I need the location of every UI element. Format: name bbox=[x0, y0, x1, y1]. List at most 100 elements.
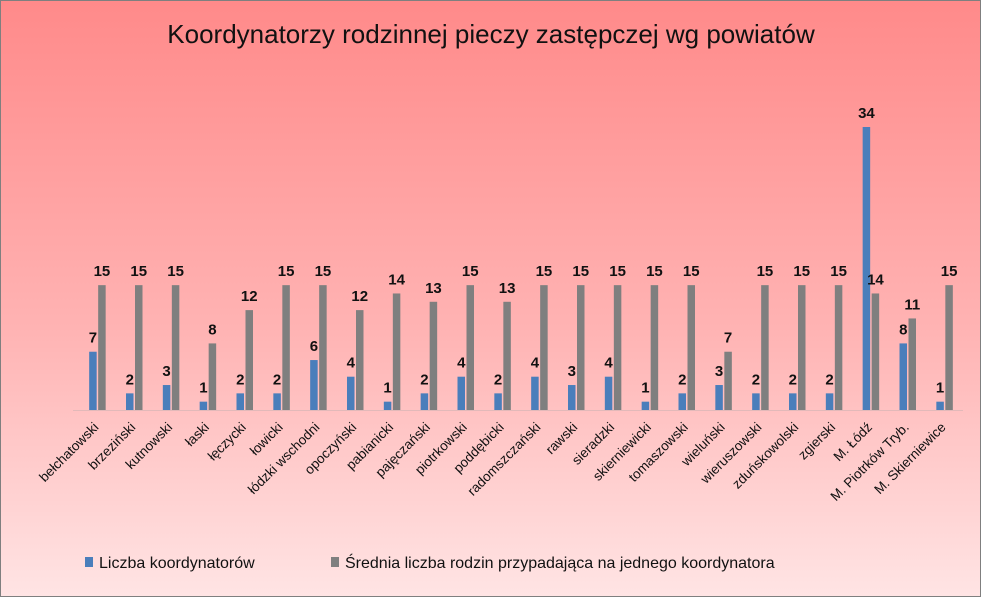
bar-coordinators bbox=[862, 127, 871, 410]
data-label-coordinators: 4 bbox=[604, 355, 613, 372]
category-label: łęczycki bbox=[205, 420, 249, 464]
bar-coordinators bbox=[641, 401, 650, 410]
data-label-families: 15 bbox=[609, 263, 626, 280]
category-label: łaski bbox=[182, 420, 212, 450]
bar-coordinators bbox=[273, 393, 281, 410]
bar-coordinators bbox=[383, 401, 392, 410]
data-label-coordinators: 1 bbox=[936, 380, 944, 397]
bar-families bbox=[356, 310, 364, 410]
bar-families bbox=[392, 293, 401, 410]
data-label-families: 13 bbox=[499, 280, 516, 297]
legend-label-families: Średnia liczba rodzin przypadająca na je… bbox=[345, 553, 775, 572]
data-label-coordinators: 2 bbox=[752, 371, 760, 388]
data-label-coordinators: 2 bbox=[273, 371, 281, 388]
bar-families bbox=[245, 310, 253, 410]
legend: Liczba koordynatorów Średnia liczba rodzi… bbox=[85, 553, 775, 572]
legend-label-coordinators: Liczba koordynatorów bbox=[99, 555, 255, 572]
bar-coordinators bbox=[420, 393, 429, 410]
data-label-coordinators: 4 bbox=[531, 355, 540, 372]
data-label-families: 14 bbox=[867, 271, 884, 288]
data-label-coordinators: 3 bbox=[715, 363, 723, 380]
bar-families bbox=[319, 285, 327, 410]
bar-coordinators bbox=[789, 393, 797, 410]
bar-families bbox=[171, 285, 180, 410]
bar-coordinators bbox=[568, 385, 576, 410]
data-label-families: 15 bbox=[167, 263, 184, 280]
bar-coordinators bbox=[126, 393, 134, 410]
data-label-families: 11 bbox=[904, 296, 920, 313]
bar-families bbox=[724, 351, 732, 410]
bar-families bbox=[945, 285, 953, 410]
bar-families bbox=[503, 301, 511, 410]
bar-families bbox=[798, 285, 806, 410]
bar-families bbox=[834, 285, 843, 410]
bar-families bbox=[135, 285, 143, 410]
bar-families bbox=[429, 301, 438, 410]
data-label-coordinators: 7 bbox=[89, 330, 97, 347]
data-label-coordinators: 1 bbox=[641, 380, 649, 397]
data-label-families: 12 bbox=[241, 288, 258, 305]
data-label-coordinators: 2 bbox=[236, 371, 244, 388]
bar-coordinators bbox=[715, 385, 723, 410]
legend-swatch-coordinators bbox=[85, 557, 93, 567]
plot-area: 715bełchatowski215brzeziński315kutnowski… bbox=[36, 105, 963, 504]
data-label-families: 15 bbox=[646, 263, 663, 280]
data-label-coordinators: 4 bbox=[457, 355, 466, 372]
data-label-coordinators: 8 bbox=[899, 321, 907, 338]
data-label-families: 15 bbox=[462, 263, 479, 280]
bar-coordinators bbox=[457, 376, 465, 410]
bar-coordinators bbox=[825, 393, 834, 410]
data-label-families: 15 bbox=[278, 263, 295, 280]
bar-coordinators bbox=[604, 376, 613, 410]
data-label-families: 15 bbox=[757, 263, 774, 280]
data-label-families: 7 bbox=[724, 330, 732, 347]
data-label-families: 15 bbox=[941, 263, 958, 280]
data-label-families: 8 bbox=[208, 321, 216, 338]
data-label-families: 15 bbox=[315, 263, 332, 280]
data-label-coordinators: 34 bbox=[858, 105, 875, 122]
legend-swatch-families bbox=[331, 557, 339, 567]
data-label-coordinators: 4 bbox=[347, 355, 356, 372]
bar-families bbox=[650, 285, 659, 410]
category-label: zduńskowolski bbox=[729, 420, 801, 492]
bar-families bbox=[871, 293, 880, 410]
bar-coordinators bbox=[347, 376, 355, 410]
data-label-coordinators: 1 bbox=[199, 380, 207, 397]
bar-coordinators bbox=[678, 393, 686, 410]
bar-coordinators bbox=[89, 351, 97, 410]
data-label-coordinators: 2 bbox=[126, 371, 134, 388]
bar-coordinators bbox=[199, 401, 208, 410]
data-label-coordinators: 1 bbox=[383, 380, 391, 397]
data-label-families: 15 bbox=[683, 263, 700, 280]
bar-families bbox=[208, 343, 217, 410]
bar-families bbox=[98, 285, 106, 410]
data-label-families: 15 bbox=[130, 263, 147, 280]
data-label-coordinators: 2 bbox=[420, 371, 428, 388]
data-label-coordinators: 3 bbox=[568, 363, 576, 380]
data-label-coordinators: 2 bbox=[789, 371, 797, 388]
data-label-coordinators: 2 bbox=[825, 371, 833, 388]
data-label-families: 15 bbox=[830, 263, 847, 280]
data-label-families: 15 bbox=[572, 263, 589, 280]
bar-coordinators bbox=[162, 385, 171, 410]
bar-families bbox=[613, 285, 622, 410]
bar-families bbox=[908, 318, 916, 410]
chart-title: Koordynatorzy rodzinnej pieczy zastępcze… bbox=[167, 19, 815, 49]
bar-coordinators bbox=[531, 376, 539, 410]
bar-coordinators bbox=[310, 360, 318, 410]
data-label-families: 15 bbox=[536, 263, 553, 280]
bar-coordinators bbox=[936, 401, 944, 410]
data-label-families: 15 bbox=[94, 263, 111, 280]
data-label-families: 13 bbox=[425, 280, 442, 297]
bar-coordinators bbox=[236, 393, 244, 410]
bar-families bbox=[282, 285, 290, 410]
bar-families bbox=[540, 285, 548, 410]
data-label-families: 12 bbox=[351, 288, 368, 305]
bar-coordinators bbox=[752, 393, 760, 410]
bar-families bbox=[761, 285, 769, 410]
data-label-families: 15 bbox=[793, 263, 810, 280]
category-label: bełchatowski bbox=[36, 420, 101, 485]
data-label-coordinators: 3 bbox=[162, 363, 170, 380]
